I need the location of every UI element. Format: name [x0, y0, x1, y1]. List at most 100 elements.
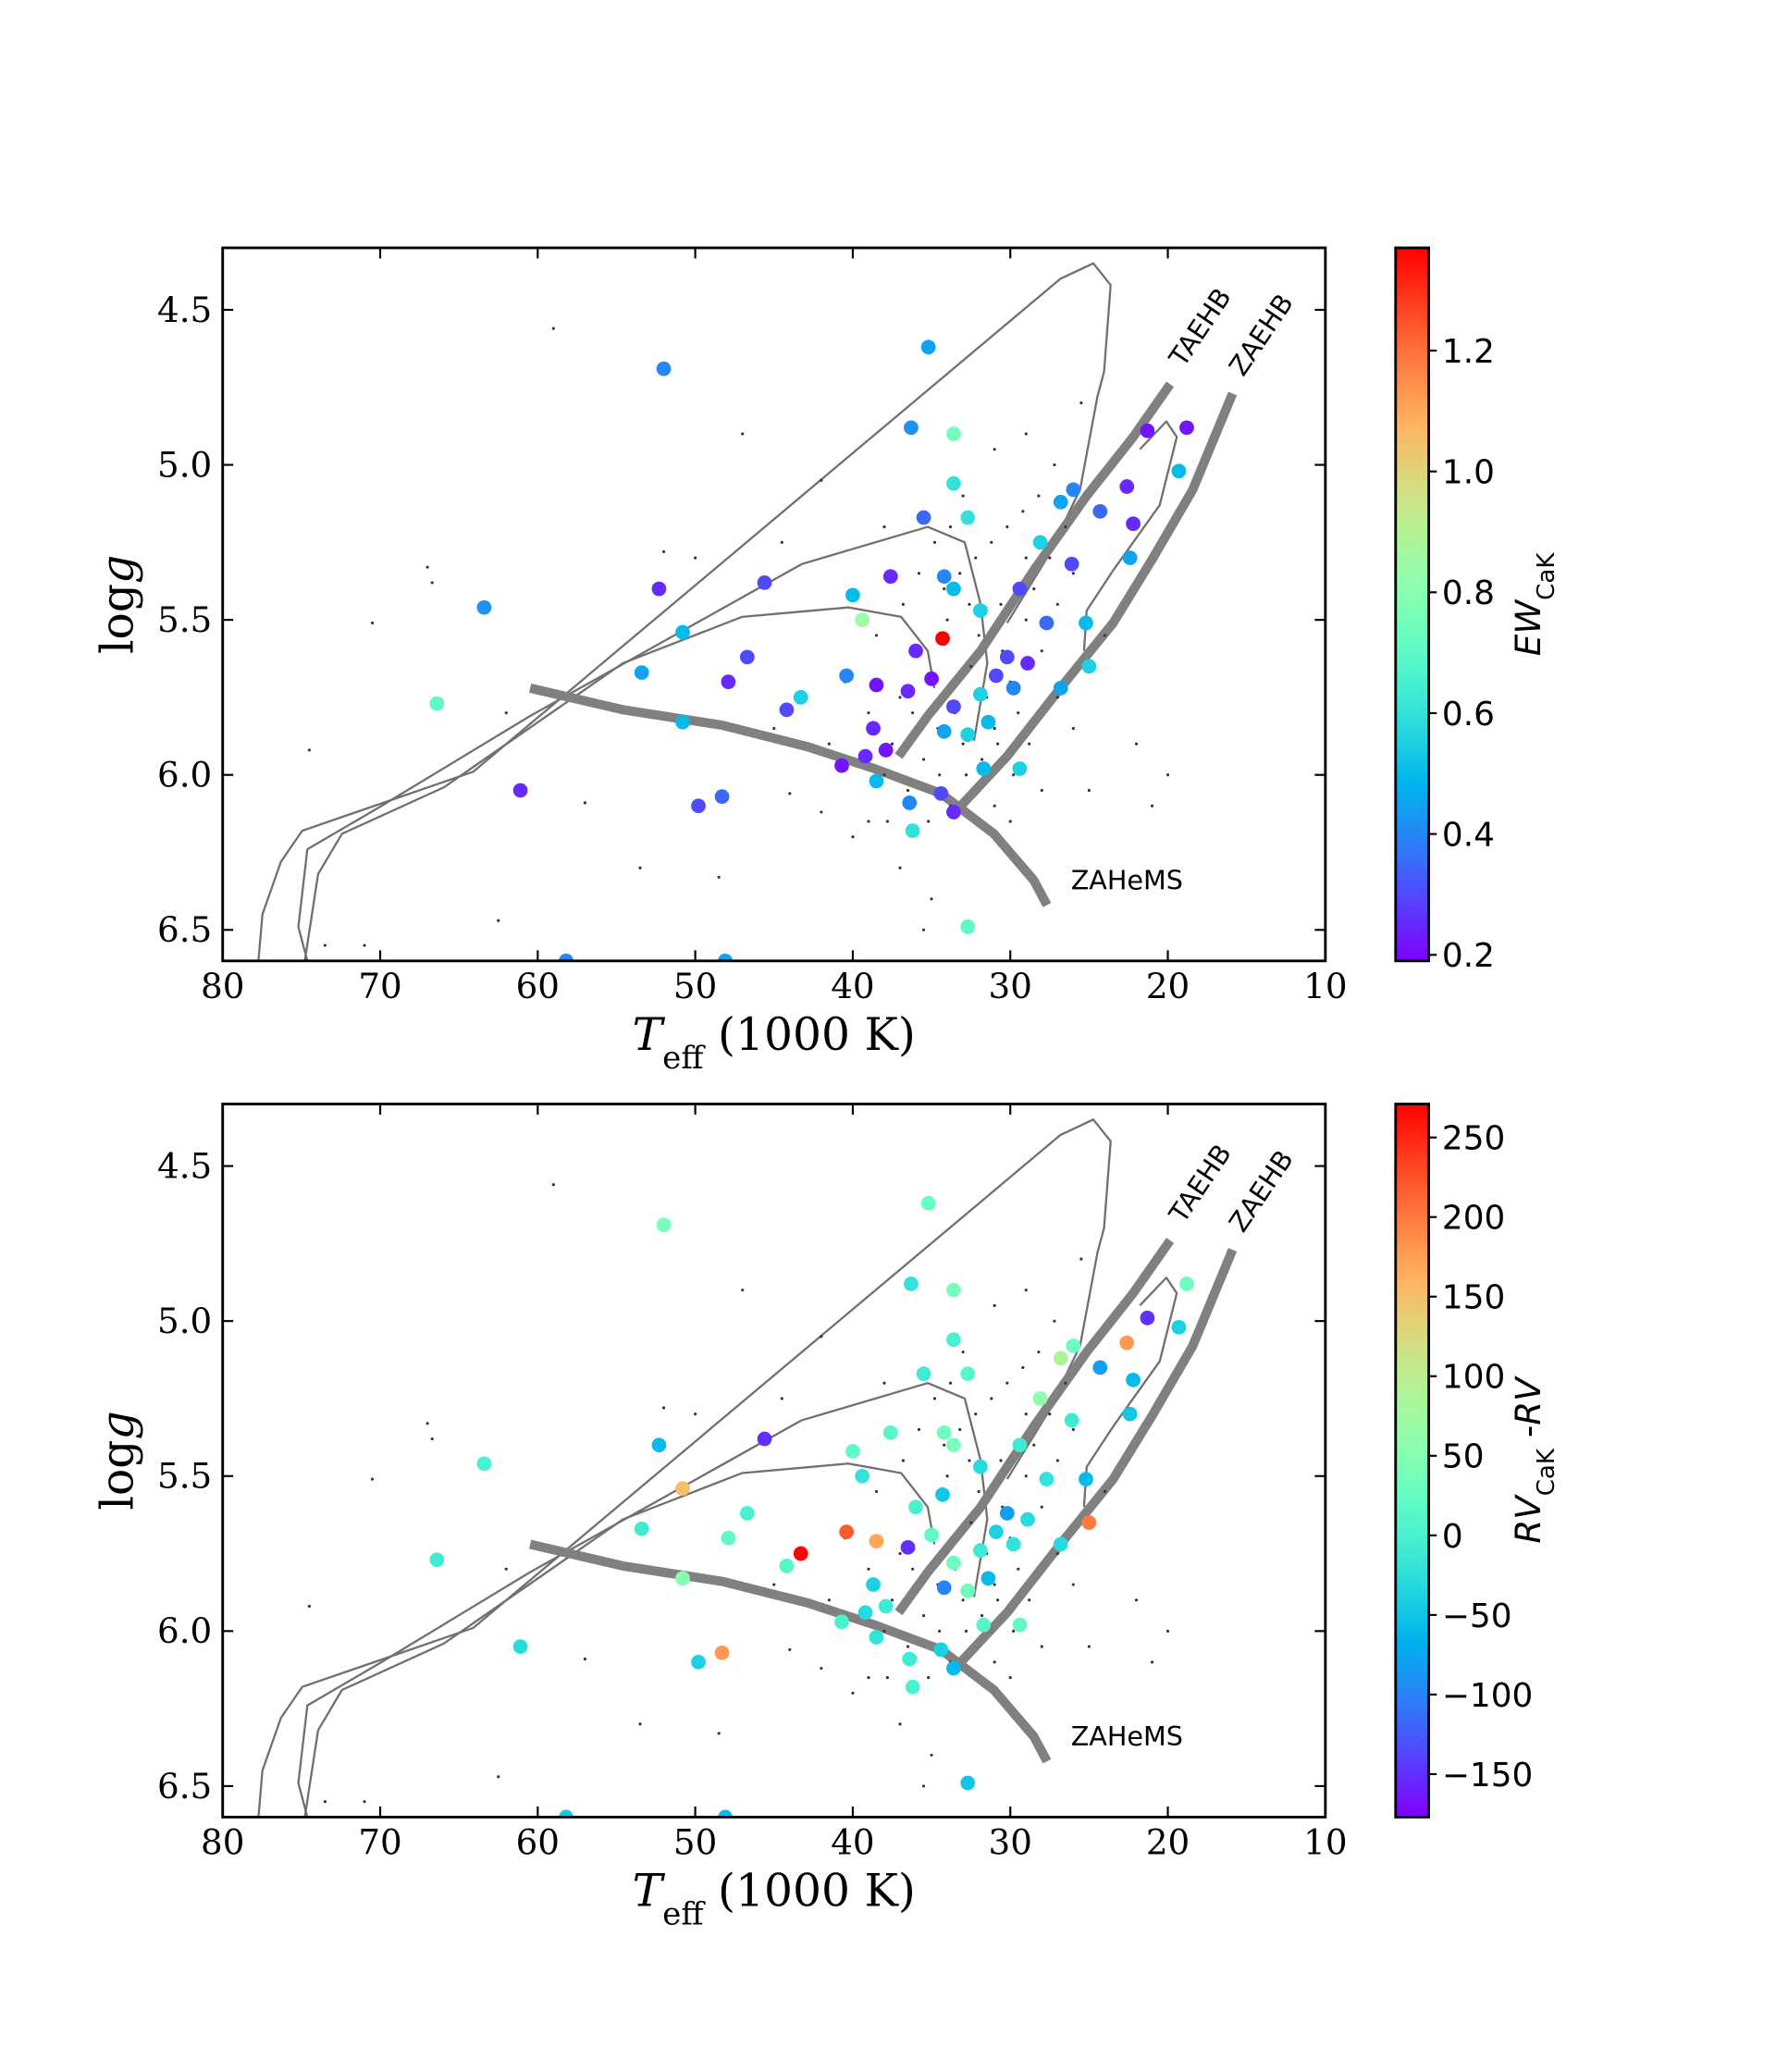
background-star: [990, 1397, 993, 1400]
background-star: [638, 1722, 642, 1726]
background-star: [1048, 556, 1052, 560]
background-star: [1134, 742, 1139, 746]
background-star: [1166, 1629, 1170, 1633]
background-star: [1134, 1598, 1139, 1602]
evolution-track: [1082, 1276, 1178, 1508]
background-star: [1037, 1350, 1041, 1354]
background-star: [999, 1459, 1003, 1462]
star: [757, 575, 772, 590]
star: [933, 785, 949, 801]
star: [920, 339, 936, 355]
star: [900, 1539, 916, 1555]
background-star: [882, 1381, 886, 1385]
background-star: [927, 1676, 931, 1680]
background-star: [1021, 510, 1025, 513]
colorbar-label: RVCaK -RV: [1508, 1375, 1560, 1544]
background-star: [1032, 587, 1036, 591]
star: [739, 1506, 755, 1521]
background-star: [1028, 1598, 1031, 1602]
x-tick-label: 60: [516, 966, 560, 1006]
star: [946, 699, 961, 714]
star: [960, 727, 976, 743]
background-star: [974, 1412, 978, 1416]
background-star: [1012, 773, 1016, 777]
background-star: [551, 1183, 555, 1187]
star: [1081, 659, 1097, 674]
star: [656, 361, 672, 376]
background-star: [980, 1613, 984, 1618]
label-part: CaK: [1533, 1448, 1560, 1496]
background-star: [930, 897, 933, 901]
background-star: [867, 711, 870, 715]
evolution-track: [297, 1382, 989, 1818]
x-tick-label: 50: [673, 966, 717, 1006]
star: [1012, 761, 1028, 776]
star: [882, 1424, 898, 1440]
background-star: [741, 1289, 745, 1292]
star: [691, 1654, 706, 1670]
background-star: [911, 1567, 915, 1571]
background-star: [1012, 1629, 1016, 1633]
background-star: [867, 1676, 870, 1680]
label-part: EW: [1508, 599, 1548, 657]
label-part: eff: [662, 1040, 706, 1077]
x-tick-label: 70: [358, 1822, 401, 1863]
background-star: [1055, 696, 1059, 699]
background-star: [885, 820, 889, 823]
background-star: [1040, 1505, 1043, 1509]
background-star: [1079, 1257, 1083, 1261]
star: [714, 1645, 730, 1660]
background-star: [943, 587, 946, 591]
background-star: [551, 327, 555, 330]
star: [920, 1195, 936, 1211]
star: [960, 510, 976, 525]
background-star: [921, 758, 926, 761]
x-tick-label: 40: [831, 1822, 874, 1863]
background-star: [1064, 525, 1067, 529]
background-star: [1040, 1645, 1043, 1648]
star: [857, 1605, 873, 1621]
background-star: [1048, 1412, 1052, 1416]
star: [793, 1546, 808, 1561]
star: [904, 420, 919, 436]
star: [946, 581, 961, 597]
x-tick-label: 20: [1146, 1822, 1190, 1863]
background-star: [583, 801, 586, 805]
star: [1020, 1511, 1035, 1527]
star: [908, 1499, 923, 1515]
star: [839, 668, 854, 684]
background-star: [898, 866, 902, 870]
background-star: [898, 1722, 902, 1726]
background-star: [882, 525, 886, 529]
colorbar-tick-label: 250: [1442, 1120, 1505, 1158]
star: [476, 599, 492, 615]
colorbar: [1394, 246, 1431, 963]
background-star: [1008, 1676, 1012, 1680]
background-star: [307, 1604, 311, 1609]
star: [757, 1431, 772, 1447]
y-tick-label: 6.5: [157, 1766, 212, 1807]
background-star: [898, 1551, 902, 1556]
reference-curve: [957, 1248, 1238, 1666]
background-star: [851, 835, 855, 839]
background-star: [969, 664, 973, 668]
background-star: [1024, 1289, 1028, 1292]
star: [559, 953, 574, 961]
star: [779, 1559, 795, 1573]
star: [656, 1217, 672, 1233]
background-star: [694, 1412, 697, 1416]
star: [1012, 581, 1028, 597]
star: [834, 758, 849, 773]
plot-area: [257, 1118, 1238, 1818]
star: [1092, 1360, 1108, 1375]
star: [834, 1614, 849, 1630]
x-tick-label: 70: [358, 966, 401, 1006]
star: [1122, 550, 1138, 565]
x-tick-label: 60: [516, 1822, 560, 1863]
star: [1171, 1319, 1187, 1335]
background-star: [1053, 462, 1056, 467]
background-star: [999, 602, 1003, 606]
background-star: [948, 1381, 953, 1385]
background-star: [911, 711, 915, 715]
